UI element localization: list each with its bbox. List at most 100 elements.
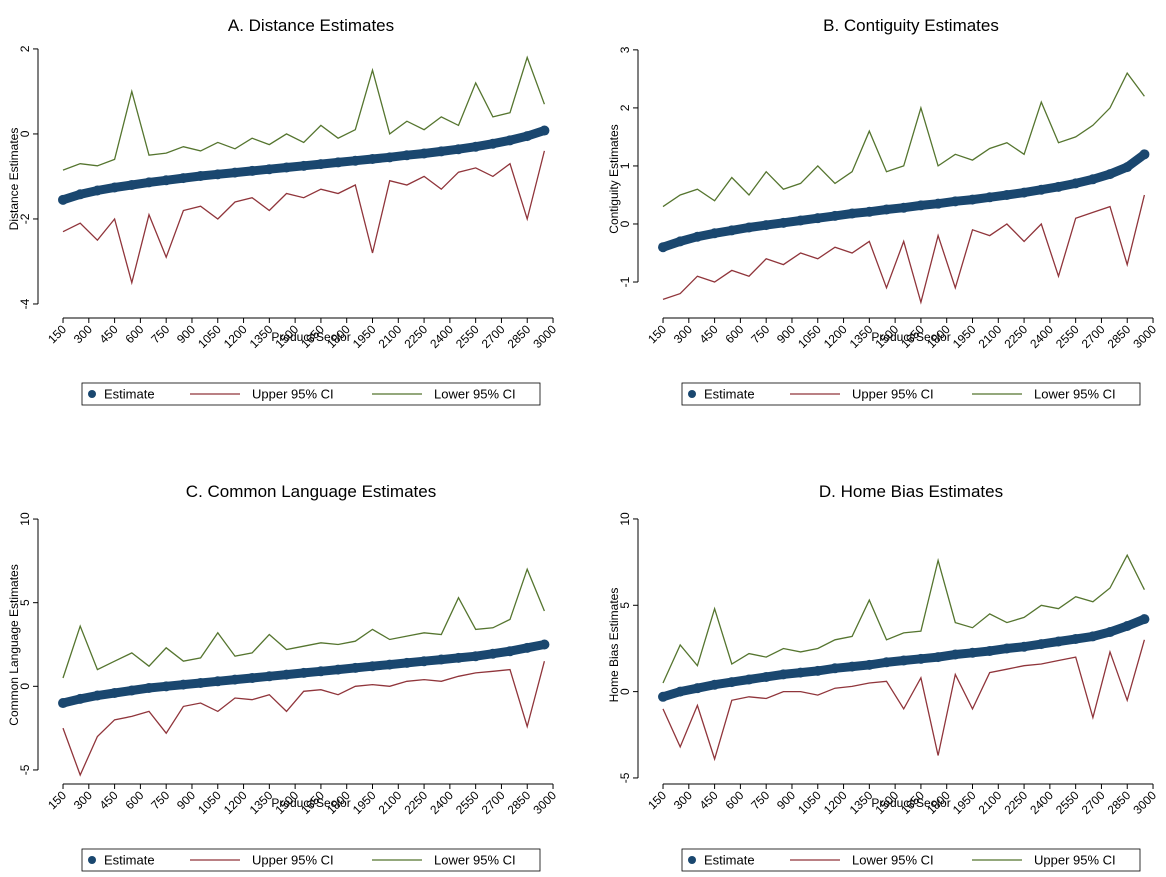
x-tick-label: 2850 [1105, 322, 1134, 351]
estimate-point [898, 202, 909, 213]
y-tick-label: 3 [618, 46, 632, 53]
estimate-point [898, 655, 909, 666]
legend-label: Lower 95% CI [852, 853, 934, 868]
estimate-point [178, 173, 189, 184]
y-tick-label: 10 [618, 512, 632, 526]
x-tick-label: 750 [748, 788, 772, 812]
legend-marker [688, 856, 696, 864]
estimate-point [864, 659, 875, 670]
estimate-point [915, 653, 926, 664]
legend-label: Estimate [104, 387, 155, 402]
estimate-point [161, 681, 172, 692]
legend-label: Upper 95% CI [852, 387, 934, 402]
x-tick-label: 750 [148, 322, 172, 346]
estimate-point [367, 661, 378, 672]
x-axis-title: Product/Sector [271, 796, 350, 810]
ci-line [62, 567, 546, 679]
estimate-point [453, 144, 464, 155]
ci-line [662, 71, 1145, 208]
estimate-point [812, 665, 823, 676]
x-tick-label: 2100 [376, 788, 405, 817]
estimate-point [212, 676, 223, 687]
legend-marker [88, 390, 96, 398]
estimate-point [384, 659, 395, 670]
estimate-point [950, 649, 961, 660]
ci-line [662, 194, 1146, 305]
estimate-point [829, 210, 840, 221]
estimate-point [522, 131, 533, 142]
estimate-point [419, 148, 430, 159]
estimate-point [281, 669, 292, 680]
legend-marker [88, 856, 96, 864]
estimate-point [161, 175, 172, 186]
estimate-point [847, 208, 858, 219]
estimate-point [984, 192, 995, 203]
x-tick-label: 750 [148, 788, 172, 812]
panel-title: A. Distance Estimates [228, 16, 394, 35]
estimate-point [795, 215, 806, 226]
x-tick-label: 1200 [221, 322, 250, 351]
estimate-point [75, 189, 86, 200]
x-tick-label: 2100 [976, 322, 1005, 351]
estimate-point [726, 225, 737, 236]
legend-label: Lower 95% CI [1034, 387, 1116, 402]
x-tick-label: 450 [697, 788, 721, 812]
estimate-point [761, 220, 772, 231]
estimate-point [298, 667, 309, 678]
estimate-point [933, 198, 944, 209]
estimate-point [75, 693, 86, 704]
estimate-point [778, 669, 789, 680]
ci-line [662, 553, 1145, 684]
estimate-point [1001, 643, 1012, 654]
estimate-point [264, 671, 275, 682]
estimate-point [143, 682, 154, 693]
estimate-point [333, 157, 344, 168]
estimate-point [539, 639, 550, 650]
estimate-point [505, 646, 516, 657]
estimate-point [487, 138, 498, 149]
x-tick-label: 2100 [376, 322, 405, 351]
estimate-point [264, 164, 275, 175]
estimate-point [92, 185, 103, 196]
x-tick-label: 150 [45, 322, 69, 346]
estimate-point [847, 661, 858, 672]
y-tick-label: 2 [618, 104, 632, 111]
y-tick-label: 1 [618, 162, 632, 169]
x-tick-label: 450 [97, 322, 121, 346]
legend-label: Estimate [704, 853, 755, 868]
legend-box [681, 848, 1141, 872]
estimate-point [126, 179, 137, 190]
x-tick-label: 1050 [795, 788, 824, 817]
estimate-point [1122, 162, 1133, 173]
estimate-point [675, 686, 686, 697]
x-tick-label: 2250 [401, 322, 430, 351]
y-tick-label: -4 [18, 298, 32, 309]
estimate-point [726, 677, 737, 688]
ci-line [62, 661, 546, 777]
x-tick-label: 2850 [505, 322, 534, 351]
legend-box [81, 382, 541, 406]
legend-label: Estimate [104, 853, 155, 868]
estimate-point [1139, 614, 1150, 625]
estimate-point [881, 657, 892, 668]
estimate-point [401, 150, 412, 161]
x-tick-label: 900 [174, 788, 198, 812]
x-tick-label: 600 [722, 322, 746, 346]
y-tick-label: 0 [18, 683, 32, 690]
x-tick-label: 900 [174, 322, 198, 346]
estimate-point [350, 155, 361, 166]
estimate-point [1122, 621, 1133, 632]
estimate-point [92, 690, 103, 701]
estimate-point [778, 217, 789, 228]
estimate-point [692, 683, 703, 694]
x-tick-label: 450 [97, 788, 121, 812]
x-tick-label: 1950 [350, 322, 379, 351]
estimate-point [315, 666, 326, 677]
legend-label: Lower 95% CI [434, 387, 516, 402]
x-tick-label: 2700 [1079, 788, 1108, 817]
x-tick-label: 2550 [1053, 788, 1082, 817]
estimate-point [1105, 627, 1116, 638]
x-tick-label: 900 [774, 322, 798, 346]
estimate-point [333, 664, 344, 675]
